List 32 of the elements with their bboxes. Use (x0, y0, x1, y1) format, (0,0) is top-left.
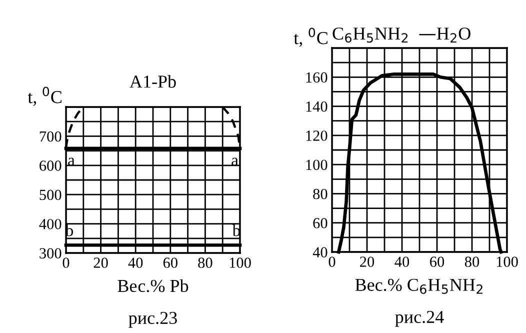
x-tick-label: 60 (430, 256, 444, 267)
y-axis-title: t, $^{0}$C (28, 86, 62, 106)
y-tick-label: 500 (40, 190, 62, 200)
y-tick-label: 300 (40, 248, 62, 258)
x-tick-label: 0 (62, 258, 70, 268)
x-tick-label: 20 (94, 258, 108, 268)
y-tick-label: 700 (40, 131, 62, 142)
x-tick-label: 80 (198, 258, 212, 268)
y-tick-label: 140 (306, 101, 328, 112)
y-tick-label: 120 (306, 130, 328, 141)
y-tick-label: 160 (306, 72, 328, 83)
text: рис.23 (128, 312, 177, 328)
chart-title: A1-Pb (130, 75, 176, 88)
y-tick-label: 80 (313, 188, 328, 200)
x-tick-label: 0 (328, 256, 336, 267)
x-axis-title: Вес.% C$_{6}$H$_{5}$NH$_{2}$ (355, 278, 482, 294)
x-axis-title: Вес.% Pb (118, 279, 188, 292)
x-tick-label: 20 (360, 256, 374, 267)
chart-title: C$_{6}$H$_{5}$NH$_{2}$ —H$_{2}$O (332, 28, 470, 43)
y-tick-label: 100 (306, 160, 328, 170)
y-tick-label: 600 (40, 160, 62, 171)
y-tick-label: 60 (313, 218, 328, 228)
x-tick-label: 60 (163, 258, 178, 268)
x-tick-label: 40 (128, 258, 143, 268)
x-tick-label: 100 (230, 258, 251, 268)
x-tick-label: 100 (496, 256, 518, 267)
y-axis-title: t, $^{0}$C (294, 28, 328, 47)
y-tick-label: 40 (312, 247, 328, 258)
x-tick-label: 40 (394, 256, 410, 267)
y-tick-label: 400 (39, 218, 62, 230)
text: рис.24 (395, 310, 444, 327)
x-tick-label: 80 (464, 256, 480, 267)
